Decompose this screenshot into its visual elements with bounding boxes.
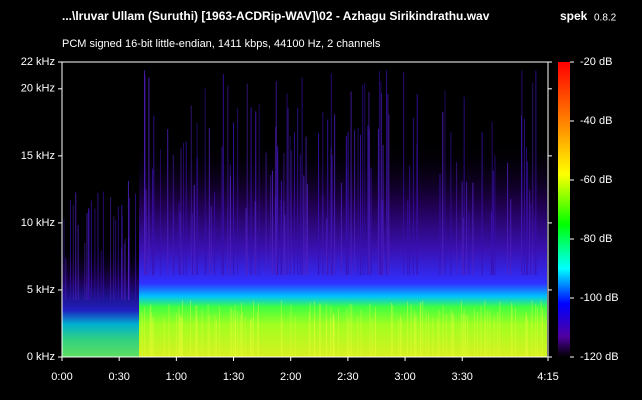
x-tick-label: 4:15 xyxy=(537,371,558,383)
y-tick-label: 5 kHz xyxy=(27,284,55,296)
x-tick-label: 1:00 xyxy=(166,371,187,383)
y-tick-label: 20 kHz xyxy=(21,83,55,95)
x-tick-label: 0:30 xyxy=(108,371,129,383)
app-version: 0.8.2 xyxy=(594,13,617,24)
colorbar xyxy=(558,62,570,357)
app-name: spek xyxy=(560,9,588,23)
y-tick-label: 15 kHz xyxy=(21,150,55,162)
colorbar-tick-label: -80 dB xyxy=(580,233,612,245)
y-tick-label: 10 kHz xyxy=(21,217,55,229)
colorbar-tick-label: -20 dB xyxy=(580,56,612,68)
colorbar-tick-label: -60 dB xyxy=(580,174,612,186)
file-title: ...\lruvar Ullam (Suruthi) [1963-ACDRip-… xyxy=(62,9,490,23)
y-tick-label: 22 kHz xyxy=(21,56,55,68)
plot-frame xyxy=(61,61,549,358)
x-tick-label: 2:00 xyxy=(280,371,301,383)
colorbar-tick-label: -40 dB xyxy=(580,115,612,127)
colorbar-tick-label: -100 dB xyxy=(580,292,619,304)
subtitle: PCM signed 16-bit little-endian, 1411 kb… xyxy=(62,38,381,50)
x-tick-label: 0:00 xyxy=(51,371,72,383)
spectrogram-intro xyxy=(62,240,139,357)
spectrogram-body xyxy=(139,140,547,357)
spectrogram xyxy=(62,70,547,357)
y-tick-label: 0 kHz xyxy=(27,351,55,363)
x-tick-label: 1:30 xyxy=(223,371,244,383)
x-tick-label: 3:30 xyxy=(452,371,473,383)
x-tick-label: 3:00 xyxy=(394,371,415,383)
x-tick-label: 2:30 xyxy=(337,371,358,383)
colorbar-tick-label: -120 dB xyxy=(580,351,619,363)
